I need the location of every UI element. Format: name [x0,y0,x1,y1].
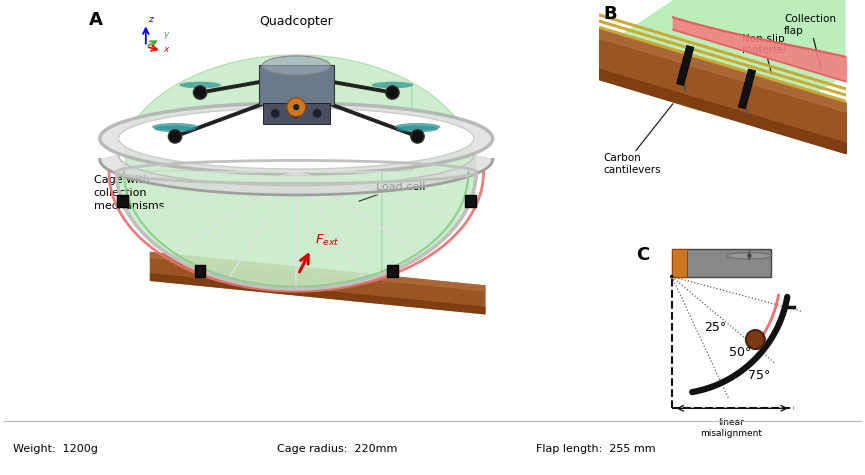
Ellipse shape [371,82,413,88]
Ellipse shape [119,108,474,169]
Ellipse shape [169,130,182,143]
FancyBboxPatch shape [259,66,334,105]
Ellipse shape [154,125,196,132]
Polygon shape [99,155,493,195]
Text: z: z [148,15,153,24]
Ellipse shape [179,82,221,88]
Text: 75°: 75° [747,370,770,382]
Polygon shape [118,171,382,289]
Text: A: A [89,11,103,29]
FancyBboxPatch shape [672,249,771,276]
Text: 25°: 25° [704,321,727,333]
Ellipse shape [271,109,280,118]
Text: Carbon
cantilevers: Carbon cantilevers [604,153,662,175]
Polygon shape [746,109,748,115]
Text: Flap length:  255 mm: Flap length: 255 mm [536,444,656,454]
Text: x: x [163,45,169,54]
Text: y: y [163,30,169,39]
Ellipse shape [287,98,305,116]
Ellipse shape [292,109,301,118]
Text: B: B [604,5,618,23]
Text: linear
misalignment: linear misalignment [701,418,762,437]
Text: Quadcopter: Quadcopter [260,15,333,28]
Polygon shape [684,85,686,91]
Text: C: C [636,246,649,264]
Ellipse shape [394,123,440,131]
Ellipse shape [262,56,330,75]
Ellipse shape [396,125,439,132]
Ellipse shape [411,130,424,143]
FancyBboxPatch shape [263,103,330,124]
Ellipse shape [746,330,765,349]
Text: Cage radius:  220mm: Cage radius: 220mm [277,444,397,454]
Ellipse shape [293,104,299,110]
Text: Collection
flap: Collection flap [784,14,836,69]
Ellipse shape [312,109,322,118]
FancyBboxPatch shape [388,265,398,277]
Ellipse shape [194,86,207,99]
Ellipse shape [670,275,674,278]
Ellipse shape [386,86,399,99]
FancyBboxPatch shape [117,195,128,207]
Ellipse shape [747,254,752,258]
Text: $\mathit{F}_{ext}$: $\mathit{F}_{ext}$ [315,233,340,248]
Text: Cage with
collection
mechanisms: Cage with collection mechanisms [93,175,164,211]
Polygon shape [382,82,476,275]
Ellipse shape [152,123,198,131]
FancyBboxPatch shape [672,249,687,276]
FancyBboxPatch shape [195,265,205,277]
Text: Weight:  1200g: Weight: 1200g [13,444,98,454]
Ellipse shape [727,253,772,259]
Polygon shape [125,55,412,171]
Text: Load cell: Load cell [359,181,426,201]
Polygon shape [739,69,756,109]
Text: Non-slip
material: Non-slip material [742,34,785,74]
Polygon shape [599,0,846,124]
Text: 50°: 50° [729,346,752,359]
Ellipse shape [99,103,493,174]
FancyBboxPatch shape [465,195,476,207]
Polygon shape [676,46,694,86]
